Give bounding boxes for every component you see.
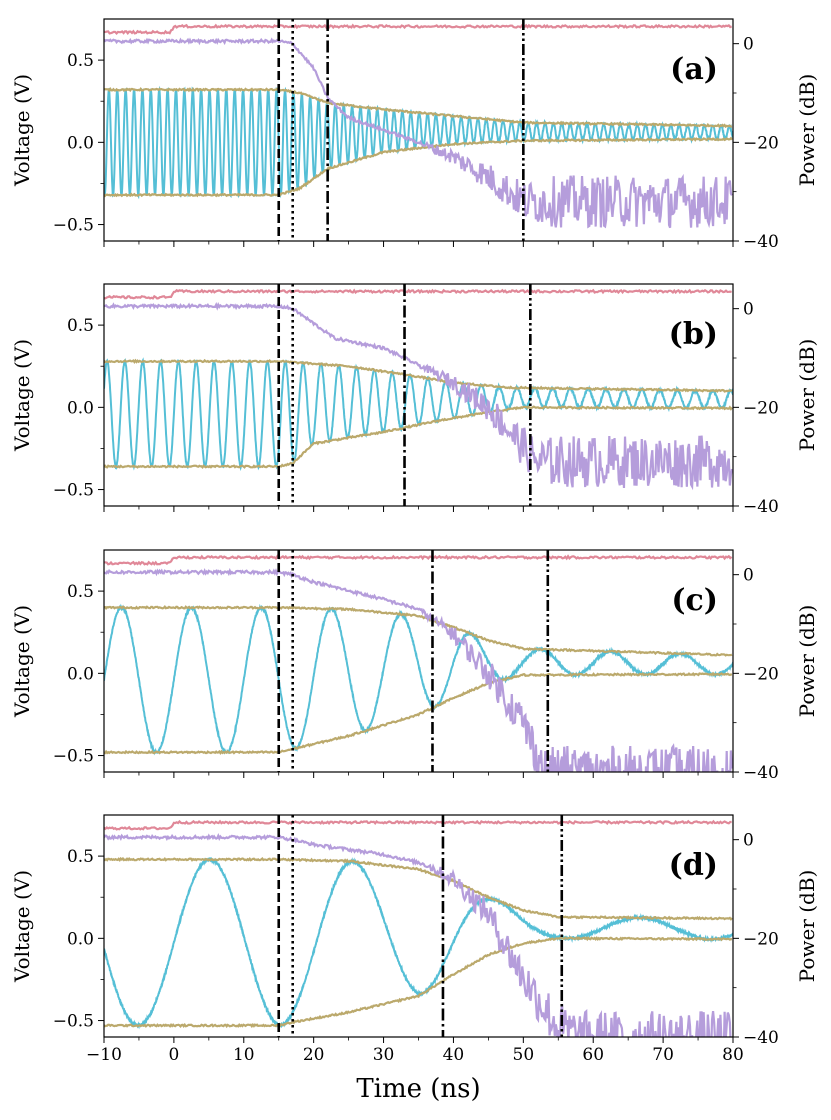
panel-label: (c) [671,583,718,618]
y-right-tick-label: −40 [743,497,779,517]
panel-b: −0.5 0.0 0.5 −40 −20 0 Voltage (V) Power (dB) (b… [10,283,819,517]
series-reference-power [104,23,733,35]
series-voltage [104,85,733,200]
y-left-tick-label: −0.5 [53,481,94,501]
panel-label: (b) [669,317,718,352]
plot-area [104,19,733,241]
plot-area [104,815,733,1037]
series-reference-power [104,819,732,831]
y-right-tick-label: −20 [743,398,779,418]
y-right-tick-label: 0 [743,35,754,55]
x-tick-label: 60 [582,1045,604,1065]
y-left-axis-title: Voltage (V) [10,870,34,983]
y-right-tick-label: −20 [743,664,779,684]
x-tick-label: 80 [722,1045,744,1065]
y-left-tick-label: 0.5 [67,847,94,867]
y-right-tick-label: 0 [743,831,754,851]
series-power [104,301,733,491]
axes-frame [103,814,734,1038]
panel-d: −10 0 10 20 30 40 50 60 70 80 −0.5 0.0 0.5 −40 −20 0 Vol… [10,814,819,1065]
y-left-tick-label: −0.5 [53,1012,94,1032]
y-left-tick-label: −0.5 [53,747,94,767]
y-left-axis-title: Voltage (V) [10,74,34,187]
y-left-tick-label: 0.5 [67,582,94,602]
panel-a: −0.5 0.0 0.5 −40 −20 0 Voltage (V) Power (dB) (a… [10,18,819,252]
y-left-tick-label: 0.5 [67,316,94,336]
series-reference-power [104,288,732,300]
series-power [104,567,733,772]
y-left-tick-label: −0.5 [53,216,94,236]
series-envelope-lower [104,671,733,756]
y-left-tick-label: 0.0 [67,664,94,684]
series-envelope-upper [104,856,733,921]
series-envelope-upper [104,86,732,129]
y-left-tick-label: 0.0 [67,398,94,418]
series-power [104,832,732,1037]
x-axis-title: Time (ns) [356,1074,480,1104]
x-tick-label: 50 [513,1045,535,1065]
y-right-tick-label: −40 [743,763,779,783]
y-right-tick-label: 0 [743,300,754,320]
x-tick-label: 0 [168,1045,179,1065]
x-tick-label: 70 [652,1045,674,1065]
plot-area [104,550,733,772]
y-left-axis-title: Voltage (V) [10,339,34,452]
y-right-axis-title: Power (dB) [795,74,819,187]
series-voltage [104,856,733,1030]
y-right-axis-title: Power (dB) [795,870,819,983]
y-left-tick-label: 0.0 [67,929,94,949]
y-right-axis-title: Power (dB) [795,605,819,718]
series-envelope-lower [104,405,733,469]
y-left-tick-label: 0.0 [67,133,94,153]
y-right-axis-title: Power (dB) [795,339,819,452]
y-left-tick-label: 0.5 [67,51,94,71]
panel-c: −0.5 0.0 0.5 −40 −20 0 Voltage (V) Power (dB) (c… [10,549,819,783]
y-right-tick-label: 0 [743,566,754,586]
series-envelope-lower [104,136,733,198]
x-tick-label: 10 [233,1045,255,1065]
x-tick-label: 20 [303,1045,325,1065]
y-right-tick-label: −20 [743,929,779,949]
x-tick-label: 30 [373,1045,395,1065]
series-envelope-upper [104,358,733,394]
series-voltage [104,603,733,756]
series-power [104,37,733,229]
x-tick-label: 40 [443,1045,465,1065]
y-right-tick-label: −20 [743,133,779,153]
y-right-tick-label: −40 [743,1028,779,1048]
x-tick-label: −10 [86,1045,122,1065]
panel-label: (d) [669,848,718,883]
y-left-axis-title: Voltage (V) [10,605,34,718]
panel-label: (a) [670,52,718,87]
y-right-tick-label: −40 [743,232,779,252]
series-reference-power [104,554,733,566]
series-envelope-upper [104,605,733,657]
plot-area [104,284,733,506]
series-envelope-lower [104,936,733,1029]
